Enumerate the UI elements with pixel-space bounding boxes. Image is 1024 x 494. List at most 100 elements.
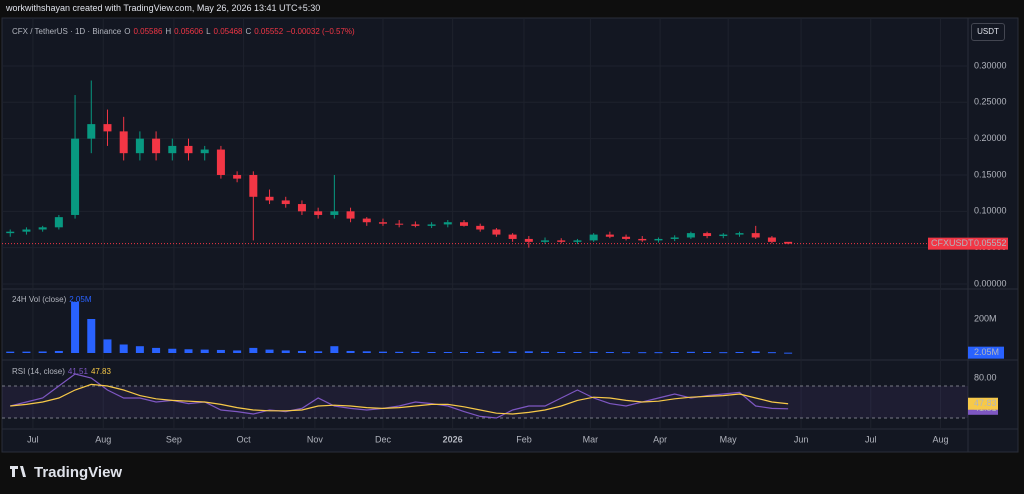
candle-body (427, 224, 436, 226)
volume-bar (541, 351, 550, 354)
candle-body (395, 223, 404, 225)
rsi-band (2, 386, 968, 418)
rsi-legend: RSI (14, close) 41.51 47.83 (12, 367, 111, 376)
c-label: C (245, 27, 252, 36)
volume-bar (378, 351, 387, 354)
candle-body (216, 149, 225, 175)
volume-bar (411, 351, 420, 354)
candle-body (87, 124, 96, 139)
volume-bar (6, 351, 15, 354)
candle-body (184, 145, 193, 154)
chart-frame (1, 17, 1019, 453)
candle-body (735, 233, 744, 235)
candle-body (638, 238, 647, 241)
c-value: 0.05552 (254, 27, 284, 36)
volume-bar (751, 351, 760, 354)
volume-bar (168, 348, 177, 354)
candle-body (524, 238, 533, 242)
volume-bar (589, 351, 598, 354)
candle-body (460, 222, 469, 226)
x-tick-label: Jun (794, 434, 809, 444)
candle-body (557, 240, 566, 242)
volume-bar (281, 350, 290, 354)
candle-body (476, 225, 485, 230)
y-tick-label: 0.10000 (974, 206, 1007, 216)
candle-body (6, 231, 15, 234)
volume-title: 24H Vol (close) (12, 295, 67, 304)
h-value: 0.05606 (174, 27, 204, 36)
volume-bar (38, 351, 47, 354)
volume-bar (460, 351, 469, 354)
volume-bar (314, 351, 323, 354)
volume-bar (346, 350, 355, 354)
volume-bar (443, 351, 452, 354)
volume-bar (492, 351, 501, 354)
rsi-tag-bg (968, 402, 998, 415)
candle-body (38, 227, 47, 230)
candle-body (654, 238, 663, 241)
candle-body (233, 174, 242, 179)
o-value: 0.05586 (133, 27, 163, 36)
candle-body (411, 224, 420, 226)
candle-body (703, 233, 712, 237)
rsi-title: RSI (14, close) (12, 367, 65, 376)
volume-bar (767, 352, 776, 354)
y-tick-label: 0.25000 (974, 97, 1007, 107)
x-tick-label: May (720, 434, 738, 444)
volume-bar (703, 351, 712, 354)
volume-bar (784, 352, 793, 354)
o-label: O (124, 27, 131, 36)
candle-body (622, 236, 631, 239)
volume-bar (200, 349, 209, 354)
rsi-ma-value: 47.83 (90, 367, 111, 376)
rsi-line (10, 373, 789, 419)
volume-bar (233, 350, 242, 354)
volume-bar (103, 339, 112, 354)
candle-body (573, 240, 582, 242)
candle-body (330, 211, 339, 215)
volume-bar (135, 346, 144, 354)
volume-bar (152, 347, 161, 354)
currency-button[interactable]: USDT (971, 23, 1005, 41)
volume-bar (573, 351, 582, 354)
x-tick-label: Feb (516, 434, 532, 444)
x-tick-label: Nov (307, 434, 324, 444)
volume-bar (605, 351, 614, 354)
volume-bar (216, 349, 225, 354)
volume-tag: 2.05M (974, 347, 999, 357)
symbol: CFX / TetherUS · 1D · Binance (12, 27, 122, 36)
y-tick-label: 0.30000 (974, 60, 1007, 70)
y-tick-label: 0.20000 (974, 133, 1007, 143)
candle-body (767, 237, 776, 242)
y-tick-label: 0.00000 (974, 278, 1007, 288)
candle-body (119, 131, 128, 154)
volume-bar (719, 352, 728, 354)
volume-bar (508, 351, 517, 354)
x-tick-label: Dec (375, 434, 392, 444)
x-tick-label: Apr (653, 434, 667, 444)
x-tick-label: Aug (95, 434, 111, 444)
volume-bar (654, 352, 663, 354)
candle-body (22, 229, 31, 232)
x-tick-label: Jul (865, 434, 877, 444)
volume-bar (22, 351, 31, 354)
candle-body (378, 222, 387, 224)
volume-bar (54, 350, 63, 354)
candle-body (605, 234, 614, 237)
x-tick-label: Sep (166, 434, 182, 444)
volume-bar (87, 319, 96, 354)
price-legend: CFX / TetherUS · 1D · Binance O 0.05586 H… (12, 27, 355, 36)
x-tick-label: Oct (237, 434, 252, 444)
candle-body (686, 233, 695, 238)
candle-body (492, 229, 501, 235)
candle-body (541, 240, 550, 242)
rsi-tag: 41.51 (974, 403, 997, 413)
volume-bar (265, 349, 274, 354)
volume-bar (71, 302, 80, 354)
candle-body (362, 218, 371, 223)
rsi-tag: 47.83 (974, 398, 997, 408)
candle-body (589, 234, 598, 241)
volume-bar (735, 351, 744, 354)
price-tag-value: 0.05552 (974, 238, 1007, 248)
